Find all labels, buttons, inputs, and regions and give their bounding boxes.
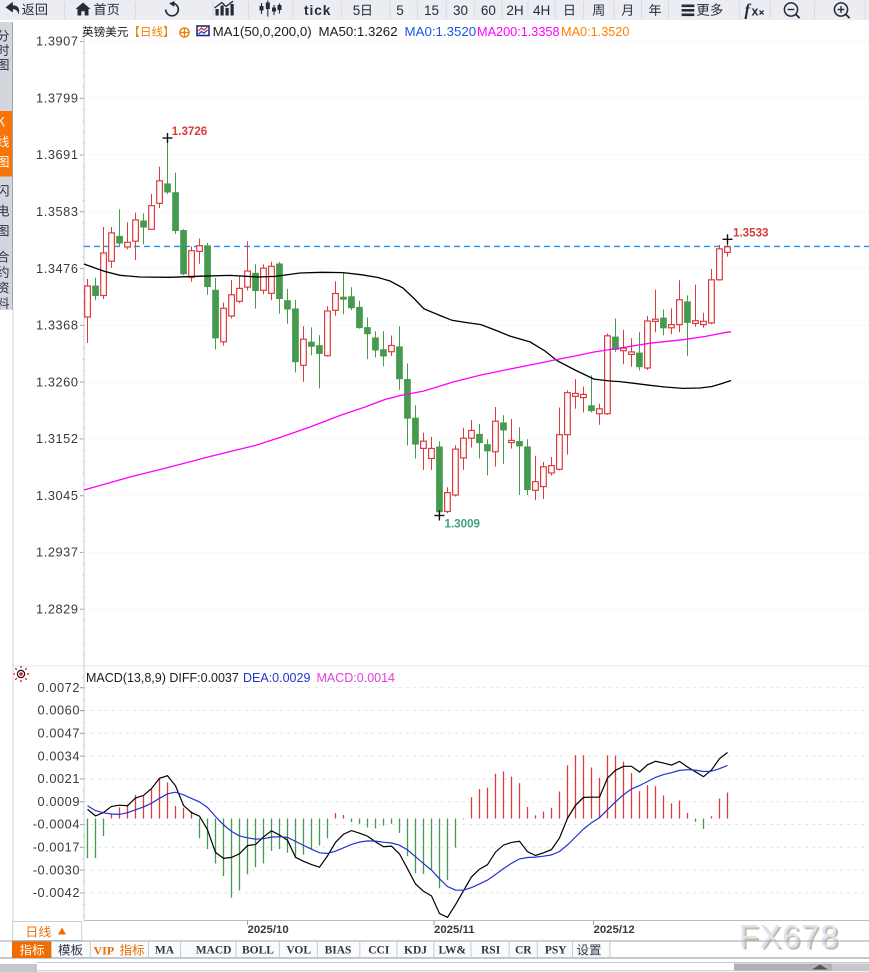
- svg-text:2025/12: 2025/12: [594, 924, 635, 936]
- svg-text:5: 5: [396, 3, 404, 18]
- svg-text:PSY: PSY: [545, 945, 567, 957]
- svg-text:30: 30: [453, 3, 468, 18]
- svg-text:0.0072: 0.0072: [38, 680, 80, 695]
- svg-text:-0.0030: -0.0030: [33, 862, 80, 877]
- svg-text:FX678: FX678: [739, 919, 839, 955]
- svg-text:1.3691: 1.3691: [36, 147, 78, 162]
- svg-text:tick: tick: [304, 3, 331, 18]
- svg-text:MACD: MACD: [196, 945, 232, 957]
- svg-text:2025/10: 2025/10: [248, 924, 289, 936]
- svg-text:MACD(13,8,9) DIFF:0.0037: MACD(13,8,9) DIFF:0.0037: [86, 671, 239, 685]
- svg-text:5: 5: [353, 3, 361, 18]
- svg-text:2H: 2H: [506, 3, 523, 18]
- svg-text:BOLL: BOLL: [242, 945, 274, 957]
- svg-text:1.3726: 1.3726: [172, 125, 208, 138]
- svg-text:MA0:1.3520: MA0:1.3520: [405, 24, 477, 39]
- svg-text:CR: CR: [515, 945, 532, 957]
- svg-text:MA: MA: [155, 945, 175, 957]
- svg-text:0.0021: 0.0021: [38, 771, 80, 786]
- svg-text:1.3368: 1.3368: [36, 318, 78, 333]
- svg-text:1.3045: 1.3045: [36, 488, 78, 503]
- svg-text:MA200:1.3358: MA200:1.3358: [477, 25, 560, 39]
- svg-text:0.0009: 0.0009: [38, 794, 80, 809]
- svg-text:1.3476: 1.3476: [36, 261, 78, 276]
- svg-text:-0.0004: -0.0004: [33, 817, 80, 832]
- svg-text:1.3907: 1.3907: [36, 34, 78, 49]
- svg-text:CCI: CCI: [368, 945, 390, 957]
- svg-text:60: 60: [481, 3, 496, 18]
- svg-text:4H: 4H: [533, 3, 550, 18]
- svg-text:FX678: FX678: [741, 921, 841, 957]
- svg-text:LW&: LW&: [438, 945, 466, 957]
- svg-text:1.3799: 1.3799: [36, 91, 78, 106]
- svg-text:MACD:0.0014: MACD:0.0014: [317, 671, 396, 685]
- svg-text:1.3533: 1.3533: [733, 227, 769, 240]
- svg-text:DEA:0.0029: DEA:0.0029: [243, 671, 310, 685]
- svg-text:0.0047: 0.0047: [38, 726, 80, 741]
- svg-text:KDJ: KDJ: [404, 945, 427, 957]
- svg-text:MA1(50,0,200,0): MA1(50,0,200,0): [213, 24, 312, 39]
- svg-text:1.3009: 1.3009: [445, 518, 481, 531]
- svg-text:0.0034: 0.0034: [38, 748, 80, 763]
- svg-text:f: f: [745, 1, 752, 20]
- svg-text:1.2937: 1.2937: [36, 545, 78, 560]
- svg-text:x: x: [752, 5, 759, 19]
- svg-text:VIP: VIP: [94, 944, 115, 958]
- svg-text:1.3152: 1.3152: [36, 431, 78, 446]
- svg-text:1.3260: 1.3260: [36, 374, 78, 389]
- svg-text:BIAS: BIAS: [325, 945, 352, 957]
- svg-text:-0.0042: -0.0042: [33, 885, 80, 900]
- svg-text:0.0060: 0.0060: [38, 703, 80, 718]
- svg-text:MA50:1.3262: MA50:1.3262: [319, 24, 398, 39]
- svg-text:-0.0017: -0.0017: [33, 840, 80, 855]
- svg-text:1.3583: 1.3583: [36, 204, 78, 219]
- svg-text:RSI: RSI: [481, 945, 501, 957]
- svg-text:2025/11: 2025/11: [434, 924, 475, 936]
- svg-text:MA0:1.3520: MA0:1.3520: [561, 25, 629, 39]
- svg-text:1.2829: 1.2829: [36, 601, 78, 616]
- svg-text:15: 15: [424, 3, 439, 18]
- svg-text:VOL: VOL: [286, 945, 311, 957]
